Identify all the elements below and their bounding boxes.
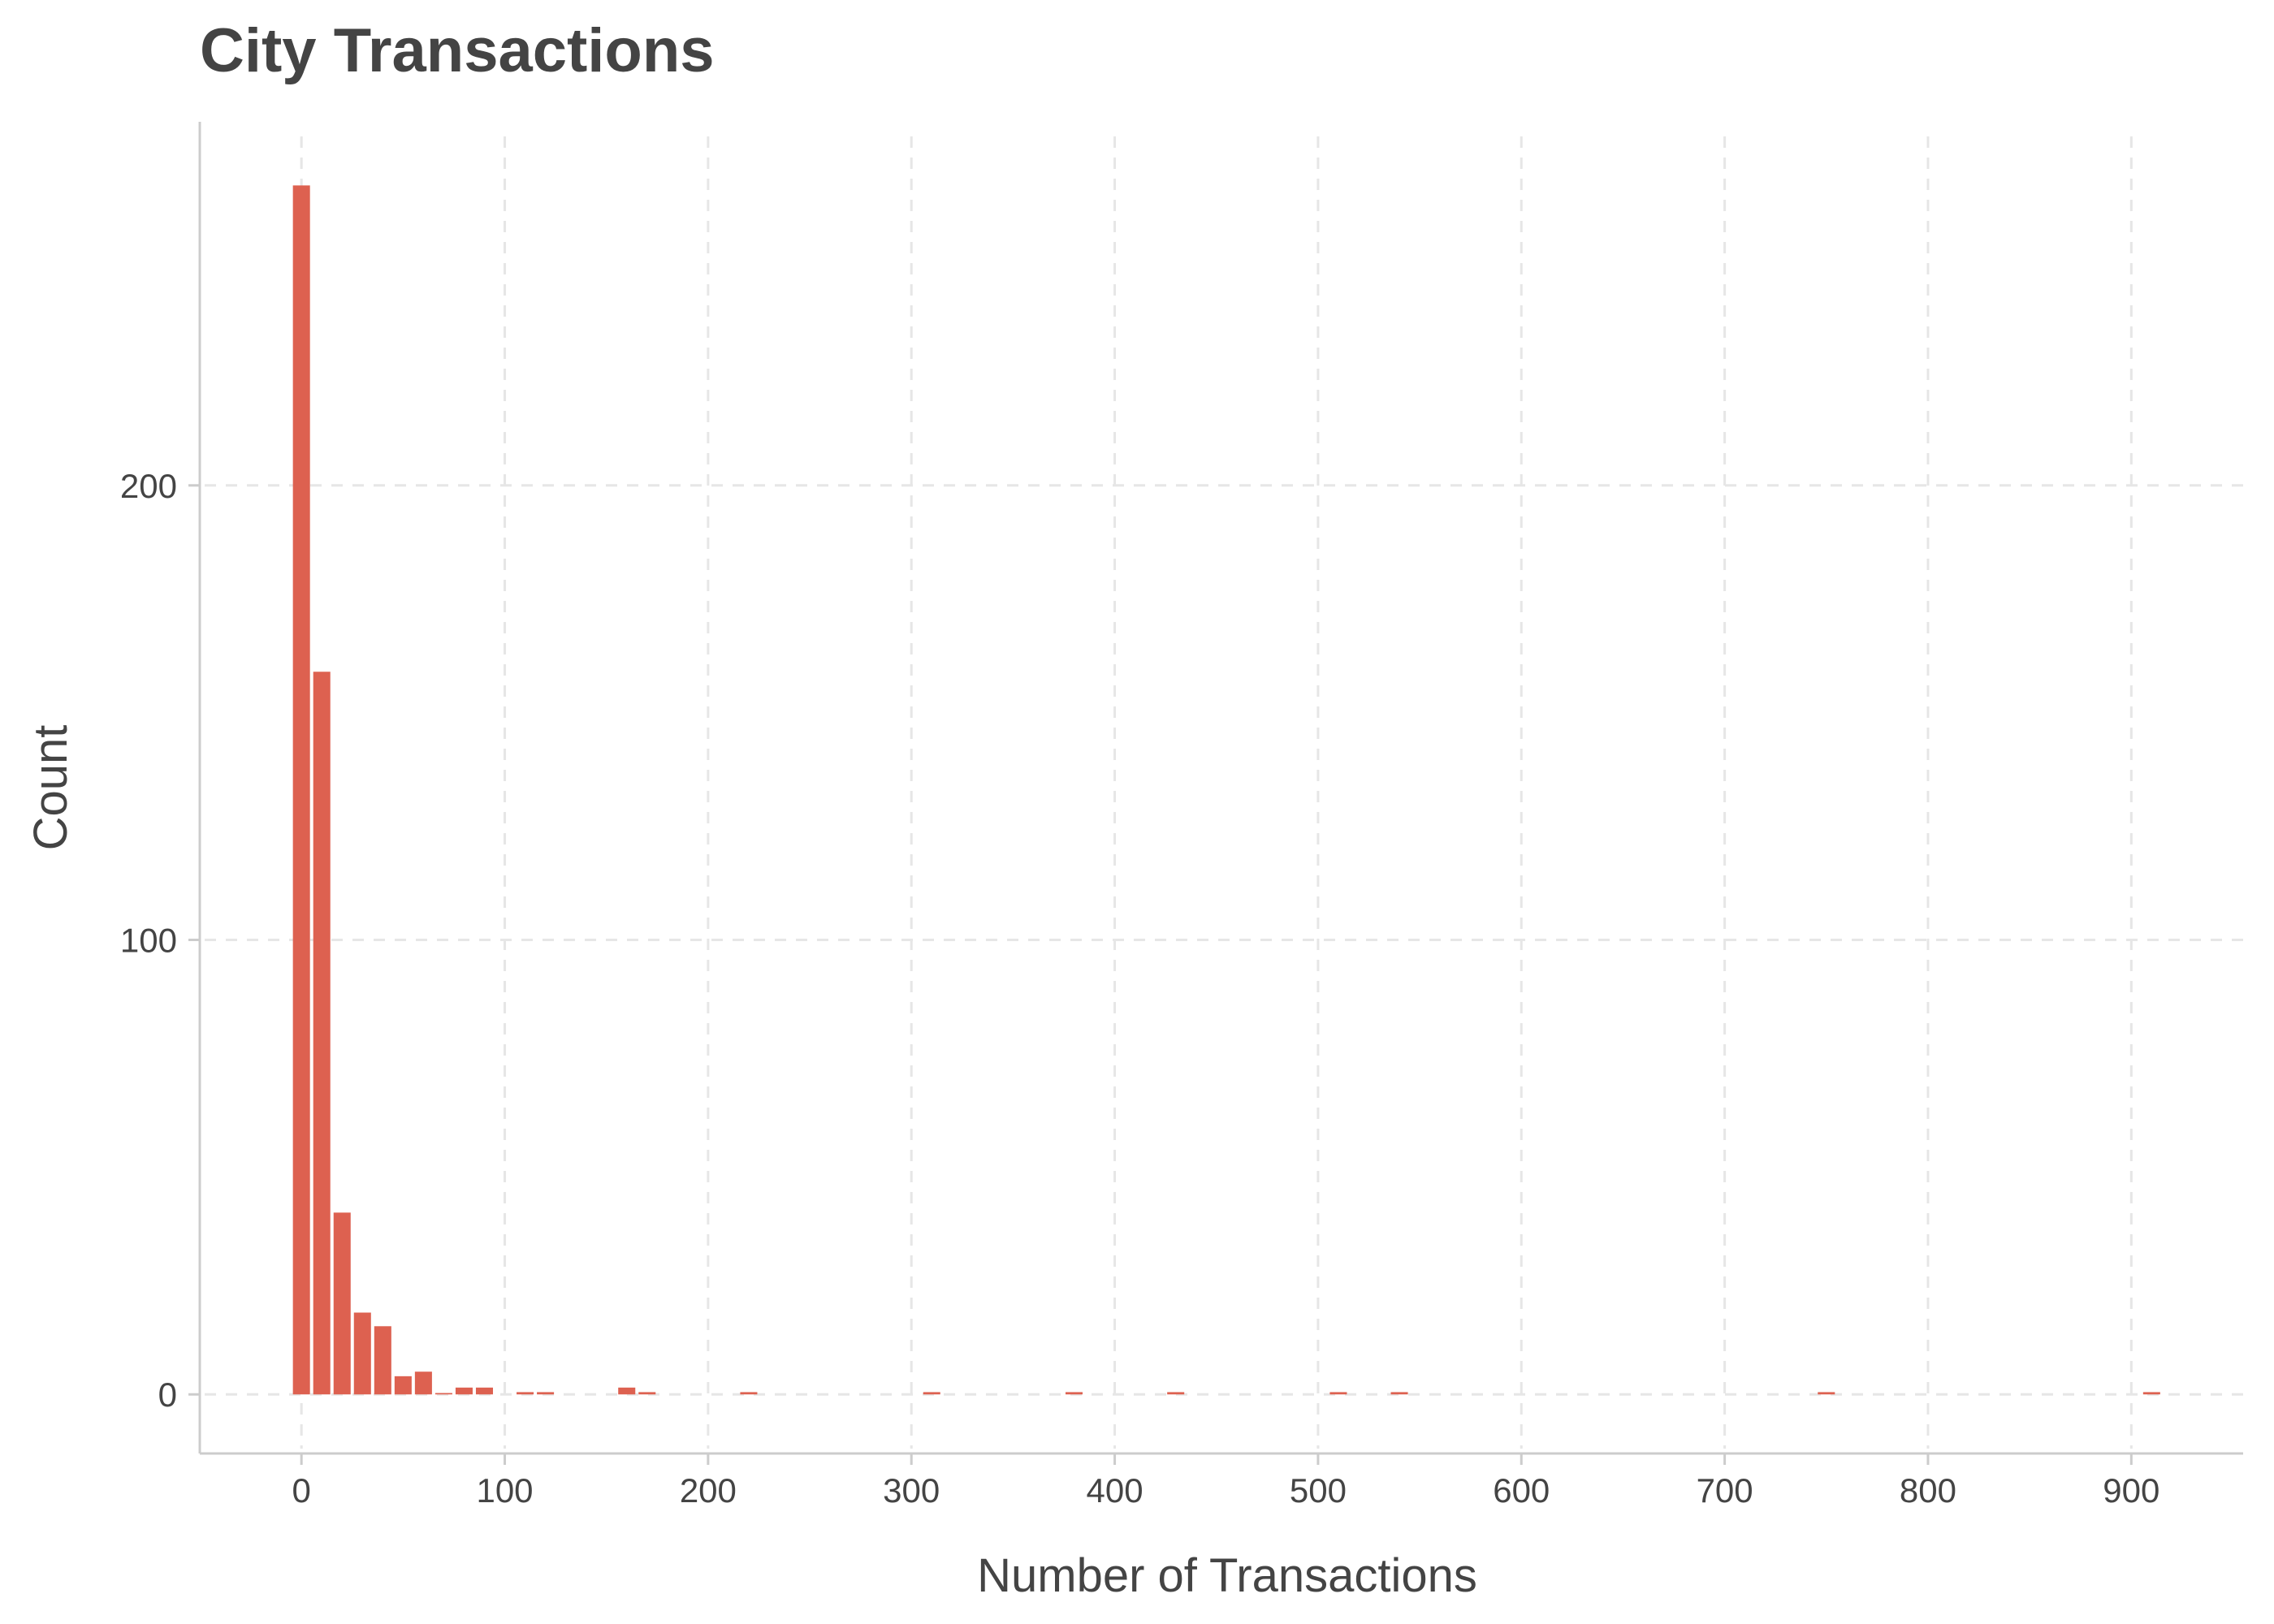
histogram-bar: [618, 1387, 636, 1395]
histogram-bar: [1167, 1392, 1185, 1395]
histogram-bar: [517, 1392, 534, 1395]
histogram-bar: [923, 1392, 940, 1395]
y-tick-label: 200: [120, 467, 177, 505]
histogram-bar: [1329, 1392, 1347, 1395]
y-tick-label: 0: [158, 1376, 177, 1414]
x-tick-label: 0: [292, 1471, 310, 1510]
histogram-bar: [2142, 1392, 2160, 1395]
x-tick-label: 500: [1290, 1471, 1347, 1510]
histogram-bar: [1390, 1392, 1408, 1395]
y-tick-label: 100: [120, 922, 177, 960]
x-tick-labels: 0 100 200 300 400 500 600 700 800 900: [292, 1471, 2159, 1510]
histogram-bar: [353, 1312, 371, 1395]
histogram-bar: [333, 1212, 351, 1395]
x-tick-label: 600: [1493, 1471, 1550, 1510]
x-tick-label: 300: [883, 1471, 940, 1510]
histogram-bar: [1065, 1392, 1083, 1395]
x-tick-label: 800: [1900, 1471, 1956, 1510]
histogram-bar: [740, 1392, 758, 1395]
x-tick-label: 100: [476, 1471, 533, 1510]
histogram-bar: [1818, 1392, 1835, 1395]
histogram-bar: [434, 1393, 452, 1395]
x-tick-label: 200: [680, 1471, 737, 1510]
y-tick-labels: 0 100 200: [120, 467, 177, 1414]
x-tick-label: 900: [2103, 1471, 2159, 1510]
histogram-bar: [292, 185, 310, 1395]
grid-lines: [205, 136, 2243, 1449]
histogram-bar: [394, 1376, 412, 1395]
y-axis-label: Count: [24, 725, 77, 851]
histogram-bar: [414, 1371, 432, 1395]
x-tick-label: 400: [1087, 1471, 1143, 1510]
histogram-bar: [475, 1387, 494, 1395]
histogram-bars: [292, 185, 2160, 1395]
histogram-bar: [313, 672, 331, 1395]
axis-ticks: [188, 484, 2133, 1465]
histogram-bar: [455, 1387, 473, 1395]
histogram-bar: [638, 1392, 656, 1395]
x-axis-label: Number of Transactions: [977, 1549, 1477, 1602]
histogram-bar: [374, 1326, 391, 1395]
histogram-bar: [537, 1392, 555, 1395]
chart-title: City Transactions: [200, 16, 715, 85]
x-tick-label: 700: [1697, 1471, 1753, 1510]
